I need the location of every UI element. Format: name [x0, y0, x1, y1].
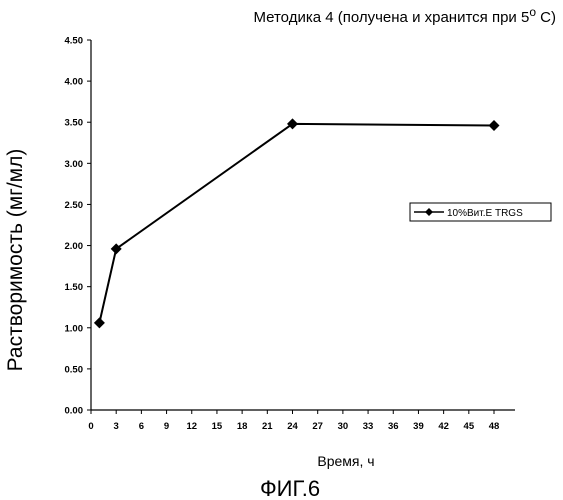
- chart-title-suffix: C): [536, 9, 556, 26]
- y-tick-label: 1.50: [65, 282, 84, 293]
- x-tick-label: 42: [438, 421, 449, 432]
- x-tick-label: 3: [114, 421, 119, 432]
- y-tick-label: 2.50: [65, 200, 84, 211]
- x-tick-label: 15: [212, 421, 223, 432]
- x-tick-label: 21: [262, 421, 273, 432]
- y-tick-label: 4.00: [65, 77, 84, 88]
- x-tick-label: 36: [388, 421, 399, 432]
- x-tick-label: 30: [338, 421, 349, 432]
- chart-title: Методика 4 (получена и хранится при 5o C…: [253, 5, 556, 26]
- x-tick-label: 45: [464, 421, 475, 432]
- x-tick-label: 6: [139, 421, 144, 432]
- x-tick-label: 33: [363, 421, 374, 432]
- plot-area: 0.00 0.50 1.00 1.50 2.00 2.50 3.00 3.50 4.00 4.50…: [65, 36, 516, 433]
- data-point-marker: [489, 120, 500, 131]
- figure-caption: ФИГ.6: [260, 476, 320, 500]
- x-tick-label: 0: [88, 421, 93, 432]
- x-tick-label: 39: [413, 421, 424, 432]
- legend: 10%Вит.Е TRGS: [410, 203, 551, 221]
- y-ticks: 0.00 0.50 1.00 1.50 2.00 2.50 3.00 3.50 4.00 4.50: [65, 36, 92, 417]
- x-tick-label: 12: [186, 421, 197, 432]
- y-tick-label: 3.50: [65, 118, 84, 129]
- x-tick-label: 27: [312, 421, 323, 432]
- y-tick-label: 4.50: [65, 36, 84, 47]
- y-tick-label: 1.00: [65, 323, 84, 334]
- x-tick-label: 24: [287, 421, 298, 432]
- data-point-marker: [94, 317, 105, 328]
- series-layer: [94, 118, 500, 328]
- x-tick-label: 18: [237, 421, 248, 432]
- x-tick-label: 9: [164, 421, 169, 432]
- y-tick-label: 0.50: [65, 364, 84, 375]
- y-tick-label: 3.00: [65, 159, 84, 170]
- y-axis-label: Растворимость (мг/мл): [4, 149, 27, 372]
- x-axis-label: Время, ч: [317, 453, 374, 469]
- legend-label: 10%Вит.Е TRGS: [447, 208, 523, 219]
- x-tick-label: 48: [489, 421, 500, 432]
- y-tick-label: 0.00: [65, 406, 84, 417]
- series-line: [99, 124, 494, 323]
- chart-title-main: Методика 4 (получена и хранится при 5: [253, 9, 529, 26]
- x-ticks: 036912151821242730333639424548: [88, 410, 499, 432]
- y-tick-label: 2.00: [65, 241, 84, 252]
